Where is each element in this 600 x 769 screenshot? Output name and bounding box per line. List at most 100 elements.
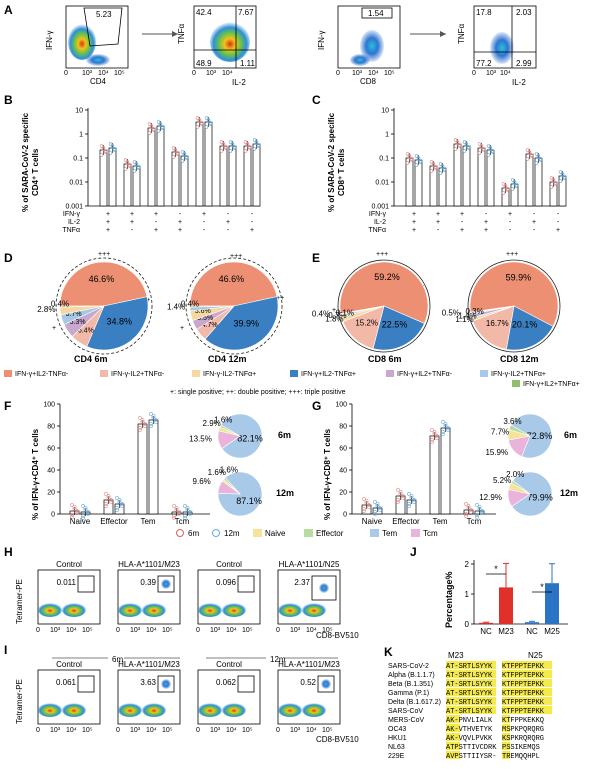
pie-title: 12m: [276, 488, 294, 498]
data-point: [435, 434, 439, 438]
pie-slice-label: 7.7%: [491, 427, 509, 436]
pie-slice-label: 0.3%: [465, 307, 483, 316]
bar: [479, 622, 493, 624]
panel-h: H Tetramer-PE CD8-BV510 Control 0.011 0 10³…: [4, 545, 359, 640]
data-point: [184, 155, 189, 159]
strain-name: Delta (B.1.617.2): [388, 699, 441, 706]
sign: -: [251, 219, 254, 226]
sign: -: [509, 219, 512, 226]
data-point: [440, 164, 445, 168]
sequence-n25: KTFPPTEPKK: [502, 699, 545, 707]
tick: 10⁵: [322, 627, 333, 634]
flow-plot-title: HLA-A*1101/M23: [278, 660, 340, 669]
data-point: [407, 502, 411, 506]
x-category: M23: [498, 627, 514, 636]
legend-marker: [212, 529, 220, 537]
sequence-m23: AK-VTHVETYK: [446, 726, 493, 734]
data-point: [480, 509, 484, 513]
y-tick-label: 10: [381, 108, 389, 115]
data-point: [409, 157, 414, 161]
flow-density: [302, 703, 326, 717]
pie-slice-label: 2.9%: [203, 419, 221, 428]
data-point: [430, 440, 434, 444]
data-point: [243, 140, 248, 144]
data-point: [505, 187, 510, 191]
mark-triple: +++: [376, 251, 388, 258]
legend-swatch: [304, 529, 313, 537]
pie-outline: [185, 257, 283, 355]
pie-title: CD4 12m: [208, 354, 247, 364]
data-point: [378, 508, 382, 512]
y-tick-label: 10: [75, 108, 83, 115]
data-point: [136, 166, 141, 170]
group-label: 12m: [270, 655, 286, 664]
legend-note: +: single positive; ++: double positive;…: [170, 389, 346, 396]
data-point: [221, 142, 226, 146]
tick: 10³: [210, 627, 221, 634]
data-point: [407, 492, 411, 496]
highlight: [502, 661, 552, 669]
y-tick-label: 0.001: [371, 204, 389, 211]
data-point: [254, 141, 259, 145]
pie-slice-label: 59.2%: [374, 272, 400, 282]
gate-value: 0.061: [56, 678, 77, 687]
strain-name: Beta (B.1.351): [388, 681, 433, 688]
y-tick-label: 0: [51, 512, 55, 519]
data-point: [412, 500, 416, 504]
bar: [147, 127, 156, 207]
data-point: [477, 142, 482, 146]
pie-slice-label: 6.4%: [78, 327, 94, 334]
data-point: [117, 498, 122, 502]
quadrant-value: 1.11: [240, 59, 256, 68]
pie-slice-label: 9.6%: [193, 477, 211, 486]
flow-density: [222, 703, 246, 717]
data-point: [177, 512, 181, 516]
data-point: [177, 510, 181, 514]
pie-slice-label: 0.5%: [442, 308, 460, 317]
tick: 10³: [210, 727, 221, 734]
alignment-table: SARS-CoV-2 AT-SRTLSYYK KTFPPTEPKK Alpha (B.…: [388, 661, 552, 761]
sign: +: [436, 219, 440, 226]
panel-label-c: C: [312, 93, 321, 107]
y-tick-label: 60: [47, 446, 55, 453]
pie-slice-label: 1.6%: [214, 415, 232, 424]
data-point: [527, 150, 532, 154]
data-point: [416, 157, 421, 161]
data-point: [529, 154, 534, 158]
data-point: [204, 116, 209, 120]
data-point: [457, 144, 462, 148]
bars: [405, 138, 567, 207]
legend-label: IFN-γ-IL2+TNFα-: [111, 371, 165, 378]
data-point: [174, 508, 179, 512]
flow-plot-cd8: 1.54 IFN-γ CD8 0 10³ 10⁴ 10⁵: [317, 5, 401, 86]
data-point: [412, 498, 416, 502]
quadrant-value: 17.8: [476, 8, 492, 17]
y-tick-label: 0: [465, 620, 470, 629]
pie-slice: [372, 305, 425, 351]
data-point: [457, 143, 462, 147]
sequence-m23: AT-SRTLSYYK: [446, 663, 493, 671]
tick: 0: [116, 727, 120, 734]
sequence-n25: KSPKRQRQRG: [502, 735, 544, 743]
sequence-n25: KTFPPTEPKK: [502, 708, 545, 716]
y-tick-label: 0.1: [73, 156, 83, 163]
bar: [438, 167, 447, 207]
data-point: [464, 143, 469, 147]
x-category: NC: [526, 627, 538, 636]
data-point: [223, 146, 228, 150]
pie-slice-label: 0.7%: [328, 311, 346, 320]
y-ticks: 0 1 2: [465, 560, 474, 629]
pie-slice-label: 16.7%: [486, 319, 509, 328]
tick: 10⁵: [114, 70, 125, 77]
data-point: [443, 424, 448, 428]
sign: +: [460, 211, 464, 218]
tick: 0: [196, 627, 200, 634]
pie-cd8-6m: 59.2% 22.5% 15.2% 1.8%0.7%0.4% 0.1%: [312, 259, 431, 353]
data-point: [185, 508, 190, 512]
bar: [525, 153, 534, 207]
pie-slice: [510, 413, 553, 459]
tick: 10⁴: [368, 70, 379, 77]
x-categories: NC M23 NC M25: [480, 627, 560, 636]
tick: 10³: [290, 627, 301, 634]
data-point: [375, 502, 380, 506]
